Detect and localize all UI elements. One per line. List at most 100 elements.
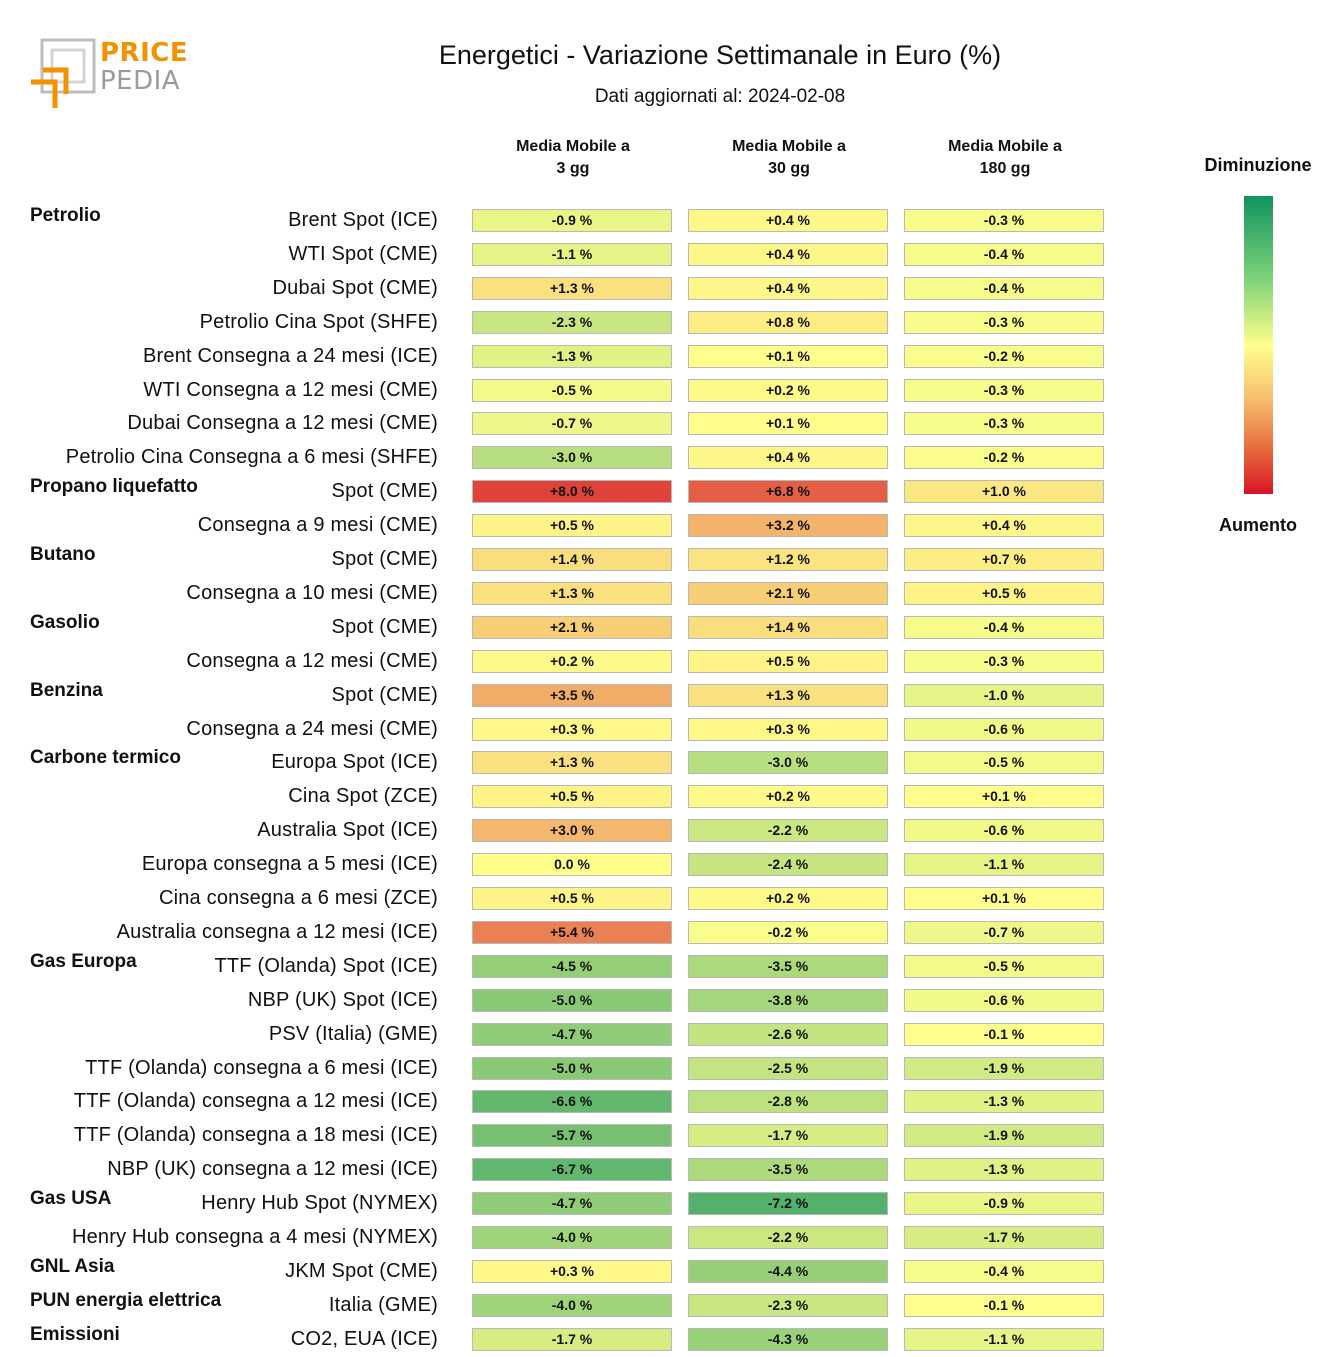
heatmap-cell: -3.8 % bbox=[688, 988, 888, 1012]
row-label: TTF (Olanda) consegna a 18 mesi (ICE) bbox=[73, 1124, 438, 1147]
group-label: Propano liquefatto bbox=[30, 476, 198, 498]
pricepedia-logo: PRICE PEDIA bbox=[30, 38, 190, 110]
heatmap-cell: +0.2 % bbox=[472, 649, 672, 673]
heatmap-cell: +0.1 % bbox=[904, 785, 1104, 809]
chart-title: Energetici - Variazione Settimanale in E… bbox=[438, 40, 1002, 70]
heatmap-cell: +1.3 % bbox=[688, 683, 888, 707]
heatmap-cell: -3.5 % bbox=[688, 1158, 888, 1182]
heatmap-cell: +3.5 % bbox=[472, 683, 672, 707]
heatmap-cell: 0.0 % bbox=[472, 853, 672, 877]
chart-subtitle: Dati aggiornati al: 2024-02-08 bbox=[594, 86, 846, 107]
heatmap-cell: +1.3 % bbox=[472, 751, 672, 775]
logo-word-price: PRICE bbox=[100, 38, 189, 68]
logo-word-pedia: PEDIA bbox=[100, 66, 181, 96]
heatmap-cell: -0.1 % bbox=[904, 1022, 1104, 1046]
heatmap-cell: +3.2 % bbox=[688, 514, 888, 538]
heatmap-cell: +1.3 % bbox=[472, 276, 672, 300]
heatmap-cell: -0.3 % bbox=[904, 209, 1104, 232]
heatmap-cell: -4.7 % bbox=[472, 1192, 672, 1216]
group-label: Butano bbox=[30, 544, 96, 565]
heatmap-cell: -0.9 % bbox=[904, 1192, 1104, 1216]
heatmap-cell: -0.4 % bbox=[904, 615, 1104, 639]
row-label: WTI Spot (CME) bbox=[288, 242, 438, 265]
group-label: Gasolio bbox=[30, 611, 100, 633]
pricepedia-logo-mark bbox=[31, 38, 96, 108]
heatmap-cell: -0.3 % bbox=[904, 649, 1104, 673]
row-label: Spot (CME) bbox=[331, 548, 438, 570]
heatmap-cell: +6.8 % bbox=[688, 480, 888, 504]
row-label: Dubai Spot (CME) bbox=[272, 276, 438, 299]
heatmap-cell: +0.3 % bbox=[472, 717, 672, 741]
heatmap-cell: +1.2 % bbox=[688, 548, 888, 571]
row-label: Consegna a 10 mesi (CME) bbox=[186, 581, 438, 604]
heatmap-cell: +0.1 % bbox=[688, 412, 888, 436]
heatmap-cell: -3.0 % bbox=[472, 446, 672, 470]
heatmap-cell: -0.5 % bbox=[904, 751, 1104, 775]
heatmap-cell: -0.7 % bbox=[904, 920, 1104, 944]
row-label: Italia (GME) bbox=[328, 1293, 438, 1316]
row-label: Consegna a 24 mesi (CME) bbox=[186, 717, 438, 740]
heatmap-cell: +0.8 % bbox=[688, 310, 888, 334]
row-label: Spot (CME) bbox=[331, 683, 438, 706]
heatmap-cell: +8.0 % bbox=[472, 480, 672, 504]
heatmap-cell: -5.0 % bbox=[472, 988, 672, 1012]
heatmap-cell: +0.5 % bbox=[472, 887, 672, 910]
heatmap-cell: +0.1 % bbox=[904, 887, 1104, 910]
heatmap-cell: -1.0 % bbox=[904, 683, 1104, 707]
row-label: JKM Spot (CME) bbox=[285, 1259, 438, 1282]
heatmap-cell: -0.5 % bbox=[472, 378, 672, 402]
heatmap-cell: +2.1 % bbox=[472, 615, 672, 639]
group-label: GNL Asia bbox=[30, 1255, 115, 1277]
heatmap-cell: -1.1 % bbox=[904, 853, 1104, 877]
group-label: Benzina bbox=[30, 679, 103, 701]
heatmap-cell: -2.3 % bbox=[472, 310, 672, 334]
heatmap-cell: -0.3 % bbox=[904, 412, 1104, 436]
legend-label-increase: Aumento bbox=[1219, 515, 1297, 535]
heatmap-cell: +0.3 % bbox=[688, 717, 888, 741]
row-label: PSV (Italia) (GME) bbox=[268, 1022, 438, 1045]
heatmap-cell: -2.4 % bbox=[688, 853, 888, 877]
heatmap-cell: +1.3 % bbox=[472, 581, 672, 605]
heatmap-cell: +0.5 % bbox=[472, 785, 672, 809]
heatmap-cell: +0.2 % bbox=[688, 378, 888, 402]
row-label: Australia Spot (ICE) bbox=[257, 819, 438, 842]
row-label: Consegna a 9 mesi (CME) bbox=[197, 514, 438, 537]
row-label: Europa Spot (ICE) bbox=[271, 751, 438, 774]
heatmap-cell: +2.1 % bbox=[688, 581, 888, 605]
heatmap-cell: -0.3 % bbox=[904, 378, 1104, 402]
heatmap-cell: +0.1 % bbox=[688, 344, 888, 368]
row-label: Cina consegna a 6 mesi (ZCE) bbox=[158, 887, 438, 909]
heatmap-cell: +0.5 % bbox=[688, 649, 888, 673]
row-label: Spot (CME) bbox=[331, 615, 438, 638]
heatmap-cell: +1.0 % bbox=[904, 480, 1104, 504]
heatmap-cell: -3.0 % bbox=[688, 751, 888, 775]
row-label: TTF (Olanda) Spot (ICE) bbox=[214, 954, 438, 977]
heatmap-cell: -0.4 % bbox=[904, 276, 1104, 300]
heatmap-cell: -4.4 % bbox=[688, 1259, 888, 1283]
heatmap-cell: -7.2 % bbox=[688, 1192, 888, 1216]
group-label: Emissioni bbox=[30, 1323, 120, 1345]
heatmap-cell: +0.2 % bbox=[688, 887, 888, 910]
heatmap-cell: -0.1 % bbox=[904, 1293, 1104, 1317]
heatmap-cell: -0.3 % bbox=[904, 310, 1104, 334]
row-label: Europa consegna a 5 mesi (ICE) bbox=[141, 853, 438, 876]
row-label: NBP (UK) consegna a 12 mesi (ICE) bbox=[107, 1158, 438, 1181]
row-label: Spot (CME) bbox=[331, 480, 438, 503]
heatmap-cell: +0.5 % bbox=[472, 514, 672, 538]
heatmap-cell: -2.5 % bbox=[688, 1056, 888, 1080]
group-label: Petrolio bbox=[30, 205, 101, 226]
heatmap-cell: -0.4 % bbox=[904, 1259, 1104, 1283]
heatmap-cell: +0.4 % bbox=[688, 242, 888, 266]
row-label: Consegna a 12 mesi (CME) bbox=[186, 649, 438, 672]
group-label: Gas USA bbox=[30, 1188, 112, 1210]
heatmap-cell: -6.7 % bbox=[472, 1158, 672, 1182]
row-label: CO2, EUA (ICE) bbox=[290, 1327, 438, 1350]
group-label: Carbone termico bbox=[30, 747, 181, 769]
row-label: Henry Hub consegna a 4 mesi (NYMEX) bbox=[71, 1226, 438, 1248]
heatmap-cell: -4.5 % bbox=[472, 954, 672, 978]
heatmap-cell: +0.2 % bbox=[688, 785, 888, 809]
row-label: Cina Spot (ZCE) bbox=[288, 785, 438, 808]
heatmap-cell: -1.3 % bbox=[472, 344, 672, 368]
heatmap-cell: -2.3 % bbox=[688, 1293, 888, 1317]
heatmap-cell: -0.6 % bbox=[904, 819, 1104, 843]
